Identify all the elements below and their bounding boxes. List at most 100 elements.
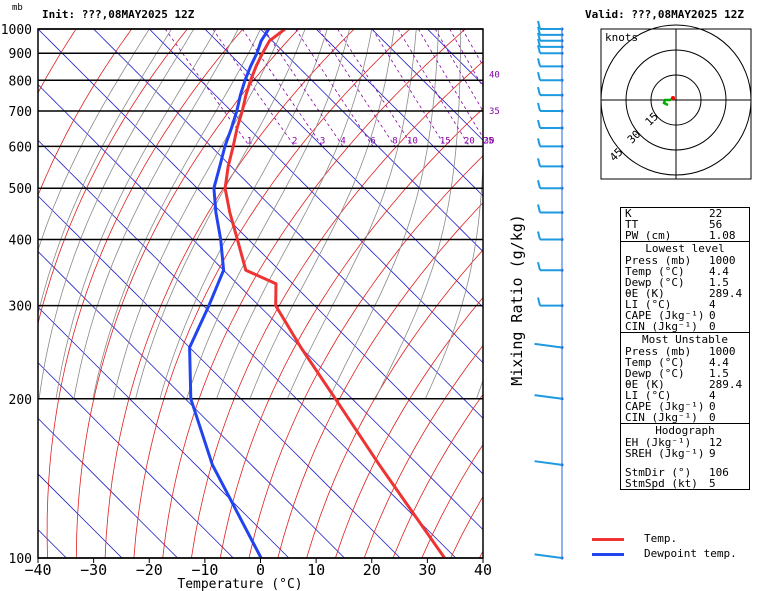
index-key: SREH (Jkg⁻¹) — [625, 448, 705, 459]
isotherm-line — [149, 29, 483, 364]
dry-adiabat-line — [191, 61, 483, 558]
pressure-tick-label: 1000 — [1, 23, 32, 38]
plot-frame — [37, 28, 484, 559]
isotherm-line — [315, 29, 483, 197]
hodograph-units-label: knots — [605, 31, 638, 44]
mixing-ratio-tick-label: 10 — [407, 136, 418, 146]
valid-time: Valid: ???,08MAY2025 12Z — [585, 8, 744, 21]
pressure-tick-label: 800 — [9, 74, 32, 89]
legend-temp-label: Temp. — [644, 532, 678, 545]
mixing-ratio-tick-label: 8 — [392, 136, 397, 146]
moist-adiabat-line — [424, 29, 483, 399]
mixing-ratio-axis-tick-label: 40 — [489, 71, 500, 81]
index-value: 1.5 — [709, 276, 729, 289]
x-tick-label: 30 — [418, 561, 436, 579]
wind-barb-flag — [537, 58, 541, 67]
index-value: 106 — [709, 466, 729, 479]
legend-dewpoint-swatch — [592, 552, 624, 556]
moist-adiabat-line — [186, 29, 350, 399]
mixing-ratio-line — [434, 29, 483, 112]
mixing-ratio-tick-label: 1 — [247, 136, 252, 146]
hodograph-trace — [662, 96, 675, 107]
index-value: 0 — [709, 309, 716, 322]
index-key: CAPE (Jkg⁻¹) — [625, 310, 705, 321]
hod-row: SREH (Jkg⁻¹) 9 — [621, 448, 749, 459]
dry-adiabat-line — [335, 296, 483, 558]
isotherm-line — [371, 29, 483, 141]
wind-barb — [534, 460, 563, 466]
index-key: LI (°C) — [625, 390, 672, 401]
pressure-unit-label: mb — [12, 3, 23, 13]
wind-barb-flag — [537, 119, 541, 129]
x-tick-label: −40 — [24, 561, 51, 579]
index-key: StmDir (°) — [625, 467, 692, 478]
legend-temp-swatch — [592, 537, 624, 541]
index-value: 1000 — [709, 254, 736, 267]
wind-barb-flag — [537, 180, 541, 189]
index-value: 4.4 — [709, 356, 729, 369]
low-row: Temp (°C) 4.4 — [621, 266, 749, 277]
hodograph-title: Hodograph — [655, 424, 715, 437]
mixing-ratio-line — [397, 29, 470, 147]
index-value: 12 — [709, 436, 723, 449]
x-tick-label: 0 — [256, 561, 265, 579]
pressure-tick-label: 500 — [9, 182, 32, 197]
mixing-ratio-tick-label: 4 — [340, 136, 345, 146]
index-value: 5 — [709, 477, 716, 490]
index-key: EH (Jkg⁻¹) — [625, 437, 692, 448]
dry-adiabat-line — [46, 29, 244, 558]
index-key: Dewp (°C) — [625, 277, 685, 288]
index-value: 0 — [709, 411, 716, 424]
moist-adiabat-line — [92, 29, 261, 399]
index-key: StmSpd (kt) — [625, 478, 698, 489]
index-key: K — [625, 208, 632, 219]
x-tick-label: −10 — [191, 561, 218, 579]
index-value: 4 — [709, 389, 716, 402]
index-key: Temp (°C) — [625, 266, 685, 277]
moist-adiabat-line — [375, 29, 462, 399]
index-value: 0 — [709, 400, 716, 413]
x-tick-label: −30 — [80, 561, 107, 579]
moist-adiabat-line — [38, 29, 195, 399]
index-key: CIN (Jkg⁻¹) — [625, 412, 698, 423]
dry-adiabat-line — [219, 108, 483, 558]
isotherm-line — [38, 306, 290, 558]
gen-row: PW (cm) 1.08 — [621, 230, 749, 241]
x-tick-label: −20 — [136, 561, 163, 579]
pressure-tick-label: 700 — [9, 105, 32, 120]
pressure-tick-label: 400 — [9, 234, 32, 249]
isotherm-line — [427, 29, 483, 86]
wind-barb-flag — [537, 72, 541, 81]
x-tick-label: 20 — [363, 561, 381, 579]
mixing-ratio-line — [417, 29, 483, 139]
wind-barb — [534, 394, 563, 400]
low-row: θE (K) 289.4 — [621, 288, 749, 299]
mixing-ratio-tick-label: 3 — [320, 136, 325, 146]
wind-barb-flag — [537, 32, 541, 42]
x-tick-label: 40 — [474, 561, 492, 579]
wind-barb-flag — [537, 297, 541, 306]
index-value: 4.4 — [709, 265, 729, 278]
isotherm-line — [38, 139, 457, 558]
dry-adiabat-line — [38, 29, 188, 326]
wind-barb-flag — [537, 158, 541, 167]
index-key: TT — [625, 219, 639, 230]
mu-row: CIN (Jkg⁻¹) 0 — [621, 412, 749, 423]
wind-barb-flag — [537, 231, 541, 240]
isotherm-line — [38, 362, 234, 558]
mixing-ratio-line — [295, 29, 374, 147]
mu-row: Temp (°C) 4.4 — [621, 357, 749, 368]
wind-barb-flag — [537, 102, 541, 112]
mixing-ratio-axis-tick-label: 35 — [489, 107, 500, 117]
index-value: 1.5 — [709, 367, 729, 380]
index-key: CAPE (Jkg⁻¹) — [625, 401, 705, 412]
wind-barb — [534, 342, 563, 349]
index-value: 1000 — [709, 345, 736, 358]
index-value: 289.4 — [709, 287, 743, 300]
stm-row: StmDir (°) 106 — [621, 467, 749, 478]
mu-row: Dewp (°C) 1.5 — [621, 368, 749, 379]
pressure-tick-label: 900 — [9, 47, 32, 62]
dry-adiabat-line — [38, 29, 77, 94]
gen-row: TT 56 — [621, 219, 749, 230]
